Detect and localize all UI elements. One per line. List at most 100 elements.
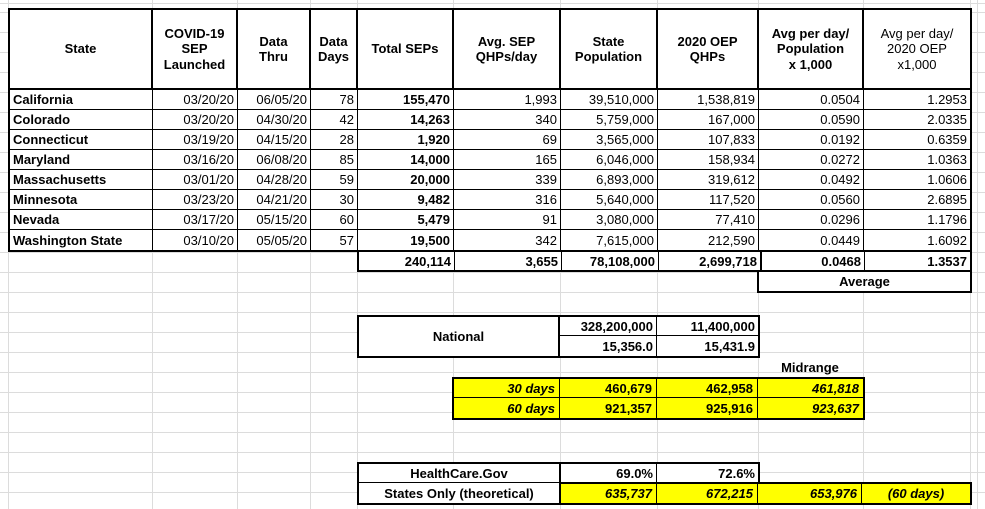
average-label-cell[interactable]: Average [757,270,972,293]
cell-days[interactable]: 60 [311,210,358,230]
cell-thru[interactable]: 04/28/20 [238,170,311,190]
cell-population[interactable]: 3,565,000 [561,130,658,150]
cell-avg_per_oep[interactable]: 1.0606 [864,170,970,190]
header-avg-per-day-oep[interactable]: Avg per day/ 2020 OEP x1,000 [864,10,970,90]
cell-total_seps[interactable]: 155,470 [358,90,454,110]
cell-state[interactable]: Connecticut [10,130,153,150]
cell-avg_qhps_day[interactable]: 91 [454,210,561,230]
cell-total_seps[interactable]: 9,482 [358,190,454,210]
cell-avg_per_pop[interactable]: 0.0492 [759,170,864,190]
cell-avg_per_oep[interactable]: 1.0363 [864,150,970,170]
header-sep-launched[interactable]: COVID-19 SEP Launched [153,10,238,90]
cell-days[interactable]: 59 [311,170,358,190]
cell-avg-qhps-sum[interactable]: 3,655 [455,252,562,270]
cell-avg_per_oep[interactable]: 1.6092 [927,232,967,248]
cell-30days-midrange[interactable]: 461,818 [758,379,863,398]
cell-avg_per_pop[interactable]: 0.0192 [759,130,864,150]
cell-oep_qhps[interactable]: 1,538,819 [658,90,759,110]
cell-oep_qhps[interactable]: 319,612 [658,170,759,190]
cell-days[interactable]: 78 [311,90,358,110]
cell-oep_qhps[interactable]: 167,000 [658,110,759,130]
cell-pct-population[interactable]: 69.0% [561,464,657,482]
cell-state[interactable]: Colorado [10,110,153,130]
header-avg-per-day-population[interactable]: Avg per day/ Population x 1,000 [759,10,864,90]
cell-state[interactable]: Minnesota [10,190,153,210]
cell-launched[interactable]: 03/17/20 [153,210,238,230]
cell-states-only-midrange[interactable]: 653,976 [758,484,862,503]
cell-thru[interactable]: 04/15/20 [238,130,311,150]
cell-oep-qhps-sum[interactable]: 2,699,718 [699,253,757,269]
cell-60days-note[interactable]: (60 days) [887,486,945,501]
cell-thru[interactable]: 06/05/20 [238,90,311,110]
cell-total_seps[interactable]: 19,500 [358,230,454,250]
cell-launched[interactable]: 03/20/20 [153,110,238,130]
cell-days[interactable]: 30 [311,190,358,210]
national-label-cell[interactable]: National [359,317,560,356]
cell-states-only-oep[interactable]: 672,215 [657,484,758,503]
cell-avg-per-oep-avg[interactable]: 1.3537 [927,253,967,269]
cell-avg_qhps_day[interactable]: 340 [454,110,561,130]
cell-avg_qhps_day[interactable]: 69 [454,130,561,150]
cell-days[interactable]: 57 [311,230,358,250]
header-total-seps[interactable]: Total SEPs [358,10,454,90]
cell-days[interactable]: 28 [311,130,358,150]
cell-30days-label[interactable]: 30 days [454,379,560,398]
cell-national-population[interactable]: 328,200,000 [560,317,657,336]
cell-avg_per_pop[interactable]: 0.0449 [759,230,864,250]
cell-avg_qhps_day[interactable]: 342 [454,230,561,250]
header-data-days[interactable]: Data Days [311,10,358,90]
cell-population[interactable]: 39,510,000 [561,90,658,110]
cell-healthcaregov-label[interactable]: HealthCare.Gov [359,464,559,483]
cell-30days-pop[interactable]: 460,679 [560,379,657,398]
cell-states-only-pop[interactable]: 635,737 [561,484,657,503]
cell-state[interactable]: Washington State [10,230,153,250]
cell-30days-oep[interactable]: 462,958 [657,379,758,398]
midrange-label-cell[interactable]: Midrange [781,359,839,375]
cell-population[interactable]: 6,046,000 [561,150,658,170]
cell-avg_per_oep[interactable]: 0.6359 [864,130,970,150]
cell-population-sum[interactable]: 78,108,000 [562,252,659,270]
cell-days[interactable]: 42 [311,110,358,130]
cell-national-pop-ratio[interactable]: 15,356.0 [560,336,657,356]
cell-days[interactable]: 85 [311,150,358,170]
cell-avg_qhps_day[interactable]: 339 [454,170,561,190]
cell-state[interactable]: California [10,90,153,110]
cell-launched[interactable]: 03/01/20 [153,170,238,190]
cell-60days-label[interactable]: 60 days [454,398,560,418]
cell-thru[interactable]: 05/05/20 [238,230,311,250]
header-state-population[interactable]: State Population [561,10,658,90]
cell-launched[interactable]: 03/16/20 [153,150,238,170]
cell-oep_qhps[interactable]: 117,520 [658,190,759,210]
cell-states-only-label[interactable]: States Only (theoretical) [384,485,534,501]
cell-avg-per-pop-avg[interactable]: 0.0468 [760,252,865,270]
cell-launched[interactable]: 03/20/20 [153,90,238,110]
cell-oep_qhps[interactable]: 158,934 [658,150,759,170]
cell-avg_per_pop[interactable]: 0.0590 [759,110,864,130]
cell-avg_per_oep[interactable]: 1.1796 [864,210,970,230]
cell-population[interactable]: 5,640,000 [561,190,658,210]
cell-thru[interactable]: 05/15/20 [238,210,311,230]
cell-avg_per_oep[interactable]: 1.2953 [864,90,970,110]
cell-population[interactable]: 3,080,000 [561,210,658,230]
cell-population[interactable]: 5,759,000 [561,110,658,130]
cell-60days-pop[interactable]: 921,357 [560,398,657,418]
cell-oep_qhps[interactable]: 212,590 [658,230,759,250]
cell-launched[interactable]: 03/23/20 [153,190,238,210]
header-avg-sep-qhps-day[interactable]: Avg. SEP QHPs/day [454,10,561,90]
cell-state[interactable]: Maryland [10,150,153,170]
cell-total-seps-sum[interactable]: 240,114 [359,252,455,270]
cell-total_seps[interactable]: 20,000 [358,170,454,190]
cell-avg_per_pop[interactable]: 0.0296 [759,210,864,230]
cell-avg_qhps_day[interactable]: 316 [454,190,561,210]
cell-total_seps[interactable]: 5,479 [358,210,454,230]
cell-thru[interactable]: 04/21/20 [238,190,311,210]
cell-avg_qhps_day[interactable]: 165 [454,150,561,170]
cell-avg_per_pop[interactable]: 0.0560 [759,190,864,210]
cell-60days-midrange[interactable]: 923,637 [812,400,859,416]
cell-avg_per_oep[interactable]: 2.0335 [864,110,970,130]
cell-thru[interactable]: 06/08/20 [238,150,311,170]
cell-oep_qhps[interactable]: 107,833 [658,130,759,150]
cell-state[interactable]: Nevada [10,210,153,230]
cell-avg_qhps_day[interactable]: 1,993 [454,90,561,110]
cell-avg_per_pop[interactable]: 0.0272 [759,150,864,170]
